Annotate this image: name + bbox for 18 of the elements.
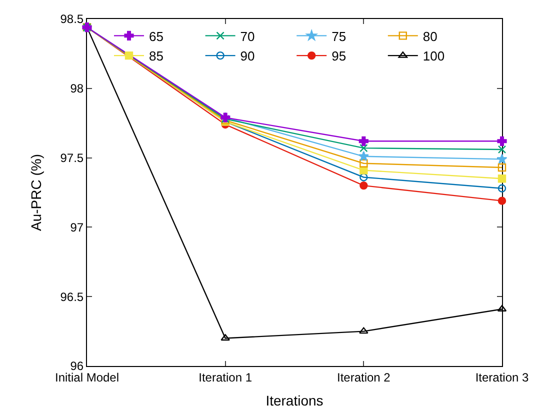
legend-label: 75: [332, 28, 346, 44]
x-axis-title: Iterations: [266, 392, 324, 409]
x-tick-label: Iteration 3: [475, 370, 530, 384]
legend-label: 100: [422, 48, 445, 64]
y-tick-label: 98.5: [60, 12, 84, 26]
x-tick-label: Iteration 1: [198, 370, 252, 384]
legend-label: 70: [240, 28, 255, 44]
y-axis-title: Au-PRC (%): [28, 154, 44, 232]
x-tick-label: Iteration 2: [336, 370, 391, 384]
legend-label: 65: [149, 28, 164, 44]
y-tick-label: 96.5: [60, 290, 84, 304]
y-tick-label: 97.5: [60, 151, 84, 165]
legend-label: 80: [422, 28, 438, 44]
y-tick-label: 98: [70, 82, 84, 96]
y-tick-label: 97: [70, 220, 84, 234]
legend-label: 90: [240, 48, 255, 64]
legend-label: 85: [149, 48, 164, 64]
legend-label: 95: [332, 48, 346, 64]
